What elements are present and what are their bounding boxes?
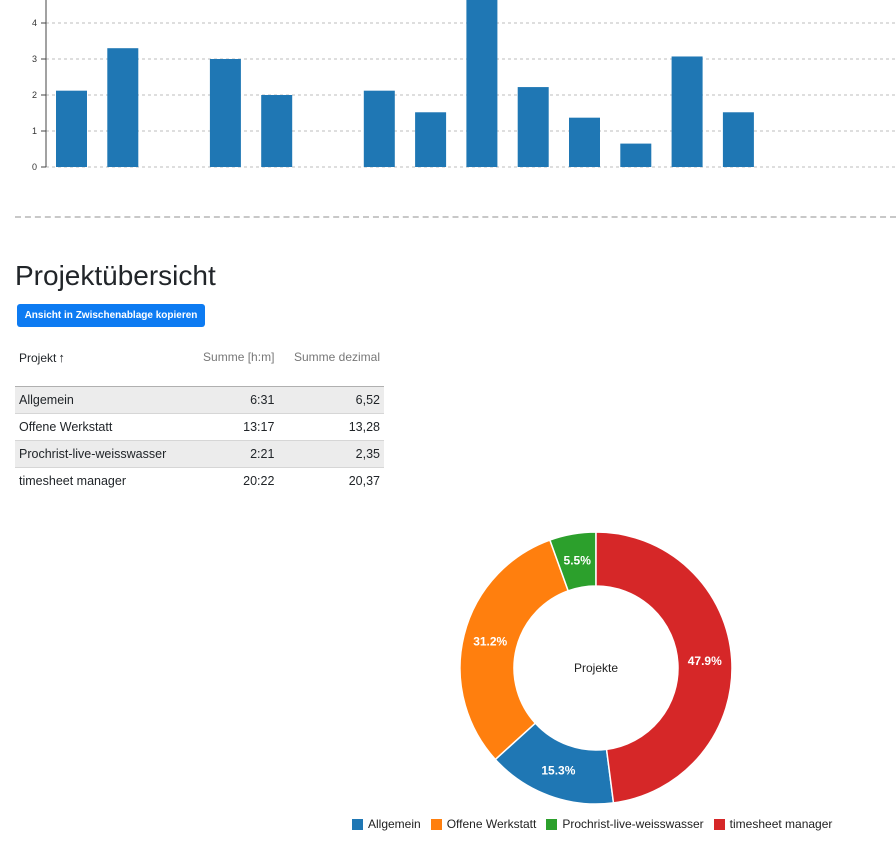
copy-to-clipboard-button[interactable]: Ansicht in Zwischenablage kopieren (17, 304, 205, 327)
bar-chart: 0 1 2 3 4 (32, 0, 896, 172)
column-header-project-label: Projekt (19, 350, 57, 365)
slice-label: 5.5% (564, 554, 592, 568)
bar (466, 0, 498, 167)
legend-swatch (430, 818, 442, 830)
bar (415, 112, 447, 167)
section-divider (15, 216, 896, 218)
cell-sum-hm: 2:21 (189, 440, 279, 468)
bar (56, 90, 87, 167)
bar (107, 48, 139, 168)
bar (517, 87, 549, 167)
y-tick-label: 1 (32, 126, 37, 136)
bar (209, 59, 241, 167)
slice-label: 31.2% (473, 635, 507, 649)
legend-item[interactable]: timesheet manager (713, 817, 833, 831)
donut-slice (459, 539, 570, 761)
bar (722, 112, 754, 167)
legend-label: Allgemein (368, 817, 421, 831)
y-tick-label: 4 (32, 18, 37, 28)
bar (620, 143, 652, 167)
donut-slice (595, 531, 733, 804)
bar (363, 90, 395, 167)
column-header-sum-decimal[interactable]: Summe dezimal (293, 350, 380, 364)
y-tick-label: 2 (32, 90, 37, 100)
legend-label: timesheet manager (729, 817, 833, 831)
legend-item[interactable]: Prochrist-live-weisswasser (546, 817, 704, 831)
cell-sum-decimal: 2,35 (278, 440, 384, 468)
legend-swatch (546, 818, 558, 830)
cell-sum-decimal: 13,28 (278, 413, 384, 441)
legend-item[interactable]: Offene Werkstatt (430, 817, 537, 831)
bar (261, 95, 293, 167)
cell-project: timesheet manager (15, 467, 190, 494)
legend-item[interactable]: Allgemein (352, 817, 421, 831)
column-header-sum-hm[interactable]: Summe [h:m] (203, 350, 275, 364)
arrow-up-icon: ↑ (58, 349, 65, 365)
slice-label: 47.9% (688, 654, 722, 668)
table-row: Allgemein 6:31 6,52 (15, 386, 384, 414)
table-row: Prochrist-live-weisswasser 2:21 2,35 (15, 440, 384, 468)
donut-legend: Allgemein Offene Werkstatt Prochrist-liv… (352, 817, 832, 831)
y-tick-label: 3 (32, 54, 37, 64)
project-table: Projekt ↑ Summe [h:m] Summe dezimal Allge… (15, 340, 384, 494)
cell-project: Offene Werkstatt (15, 413, 190, 441)
bar (569, 117, 600, 167)
y-tick-label: 0 (32, 162, 37, 172)
slice-label: 15.3% (541, 763, 575, 777)
cell-project: Prochrist-live-weisswasser (15, 440, 190, 468)
bar (671, 56, 703, 168)
cell-sum-decimal: 6,52 (278, 386, 384, 414)
cell-project: Allgemein (15, 386, 190, 414)
cell-sum-decimal: 20,37 (278, 467, 384, 494)
cell-sum-hm: 6:31 (189, 386, 279, 414)
column-header-project[interactable]: Projekt ↑ (15, 340, 189, 374)
page-title: Projektübersicht (15, 260, 216, 291)
table-row: Offene Werkstatt 13:17 13,28 (15, 413, 384, 441)
legend-label: Prochrist-live-weisswasser (562, 817, 704, 831)
donut-center-label: Projekte (574, 661, 618, 675)
donut-chart: 15.3% 31.2% 5.5% 47.9% Projekte (459, 531, 733, 805)
cell-sum-hm: 20:22 (189, 467, 279, 494)
table-row: timesheet manager 20:22 20,37 (15, 467, 384, 494)
legend-swatch (352, 818, 363, 830)
legend-swatch (713, 818, 725, 830)
cell-sum-hm: 13:17 (189, 413, 279, 441)
legend-label: Offene Werkstatt (446, 817, 537, 831)
